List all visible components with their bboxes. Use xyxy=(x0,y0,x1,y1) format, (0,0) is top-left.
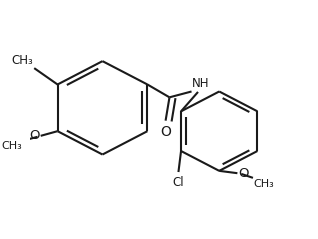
Text: O: O xyxy=(29,129,40,142)
Text: O: O xyxy=(238,167,249,180)
Text: NH: NH xyxy=(192,77,210,90)
Text: CH₃: CH₃ xyxy=(2,141,23,151)
Text: CH₃: CH₃ xyxy=(11,54,33,67)
Text: O: O xyxy=(161,125,171,139)
Text: Cl: Cl xyxy=(173,175,184,189)
Text: CH₃: CH₃ xyxy=(254,179,274,189)
